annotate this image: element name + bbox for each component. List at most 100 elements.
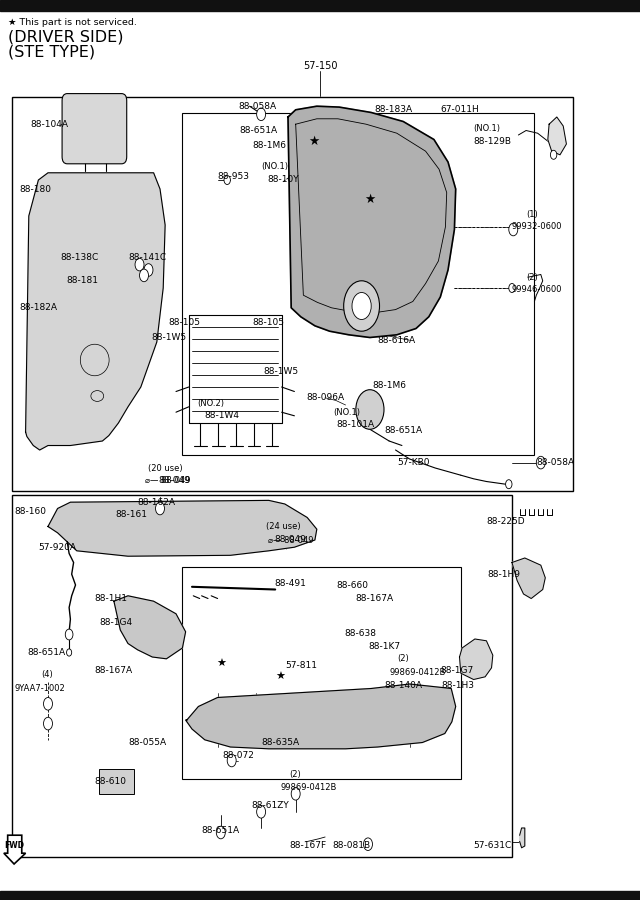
Text: 88-072: 88-072	[223, 752, 255, 760]
Text: 88-1K7: 88-1K7	[369, 642, 401, 651]
Text: 88-160: 88-160	[15, 507, 47, 516]
Text: (NO.2): (NO.2)	[197, 399, 224, 408]
Text: 88-1H3: 88-1H3	[442, 681, 475, 690]
Circle shape	[67, 649, 72, 656]
Circle shape	[156, 502, 164, 515]
Text: 88-1H1: 88-1H1	[95, 594, 128, 603]
Text: 99869-0412B: 99869-0412B	[280, 783, 337, 792]
Circle shape	[140, 269, 148, 282]
Polygon shape	[114, 596, 186, 659]
Text: 88-167F: 88-167F	[289, 842, 326, 850]
Circle shape	[216, 826, 225, 839]
Text: 88-129B: 88-129B	[474, 137, 511, 146]
Circle shape	[65, 629, 73, 640]
Circle shape	[135, 258, 144, 271]
Text: 88-1H9: 88-1H9	[488, 570, 521, 579]
Text: 88-1W5: 88-1W5	[264, 367, 299, 376]
Text: 99946-0600: 99946-0600	[512, 285, 563, 294]
Circle shape	[291, 788, 300, 800]
Text: 88-651A: 88-651A	[202, 826, 240, 835]
Text: 9YAA7-1002: 9YAA7-1002	[14, 684, 65, 693]
Text: 88-638: 88-638	[344, 629, 376, 638]
Circle shape	[44, 717, 52, 730]
Text: 88-096A: 88-096A	[306, 393, 344, 402]
Text: 88-651A: 88-651A	[27, 648, 65, 657]
Text: 88-1W5: 88-1W5	[151, 333, 186, 342]
Text: 88-651A: 88-651A	[384, 426, 422, 435]
Text: 88-660: 88-660	[336, 580, 368, 590]
Bar	[182, 567, 461, 778]
Text: 57-KB0: 57-KB0	[397, 458, 429, 467]
Bar	[0, 891, 640, 900]
Text: 88-081B: 88-081B	[333, 842, 371, 850]
Circle shape	[352, 292, 371, 320]
Text: 88-182A: 88-182A	[19, 303, 57, 312]
Text: 88-491: 88-491	[274, 579, 306, 588]
Text: (4): (4)	[42, 670, 53, 680]
Text: 88-049: 88-049	[159, 476, 191, 485]
Polygon shape	[48, 500, 317, 556]
Text: 99932-0600: 99932-0600	[512, 222, 563, 231]
Text: 88-049: 88-049	[274, 536, 306, 544]
Circle shape	[536, 456, 545, 469]
Polygon shape	[26, 173, 165, 450]
Circle shape	[227, 754, 236, 767]
Circle shape	[44, 698, 52, 710]
Text: ★: ★	[308, 135, 319, 148]
Text: 99869-0412B: 99869-0412B	[389, 668, 445, 677]
Polygon shape	[288, 106, 456, 338]
Text: 57-811: 57-811	[285, 662, 317, 670]
Circle shape	[356, 390, 384, 429]
Text: 88-104A: 88-104A	[31, 120, 68, 129]
Text: 88-058A: 88-058A	[238, 102, 276, 111]
Text: 88-180: 88-180	[19, 184, 51, 194]
Text: 88-167A: 88-167A	[355, 594, 394, 603]
Text: 88-953: 88-953	[218, 172, 250, 181]
Text: (2): (2)	[526, 273, 538, 282]
Text: 88-1G7: 88-1G7	[440, 666, 474, 675]
Text: (NO.1): (NO.1)	[261, 162, 288, 171]
Circle shape	[344, 281, 380, 331]
Text: (2): (2)	[289, 770, 301, 778]
Text: 88-181: 88-181	[66, 276, 98, 285]
Text: ★ This part is not serviced.: ★ This part is not serviced.	[8, 18, 136, 27]
Text: 88-10Y: 88-10Y	[268, 176, 299, 184]
Circle shape	[257, 806, 266, 818]
Text: ★: ★	[275, 671, 285, 682]
Text: (DRIVER SIDE): (DRIVER SIDE)	[8, 30, 123, 44]
Bar	[0, 0, 640, 11]
Text: (NO.1): (NO.1)	[474, 124, 500, 133]
Circle shape	[509, 223, 518, 236]
Circle shape	[257, 108, 266, 121]
Bar	[12, 97, 573, 491]
Polygon shape	[4, 835, 26, 864]
Text: 88-1W4: 88-1W4	[205, 411, 240, 420]
Text: 57-631C: 57-631C	[474, 842, 512, 850]
Text: 88-61ZY: 88-61ZY	[251, 801, 289, 810]
Text: 57-920A: 57-920A	[38, 543, 76, 552]
Text: FWD: FWD	[4, 842, 25, 850]
Text: (NO.1): (NO.1)	[333, 408, 360, 417]
Text: ⌀— 88-049: ⌀— 88-049	[145, 476, 190, 485]
Bar	[99, 769, 134, 794]
Text: (STE TYPE): (STE TYPE)	[8, 45, 95, 59]
Text: (2): (2)	[397, 654, 408, 663]
Text: 67-011H: 67-011H	[440, 105, 479, 114]
Text: 88-105: 88-105	[168, 318, 200, 327]
Polygon shape	[512, 558, 545, 598]
Text: 88-183A: 88-183A	[374, 105, 413, 114]
Circle shape	[550, 150, 557, 159]
Text: (1): (1)	[526, 210, 538, 219]
Text: 88-138C: 88-138C	[61, 253, 99, 262]
Text: 88-162A: 88-162A	[138, 498, 175, 507]
Text: 88-651A: 88-651A	[239, 126, 278, 135]
Text: 88-610: 88-610	[95, 777, 127, 786]
Text: 88-1G4: 88-1G4	[99, 618, 132, 627]
Circle shape	[144, 264, 153, 276]
Text: ★: ★	[216, 659, 226, 670]
Text: ★: ★	[364, 194, 376, 206]
Polygon shape	[520, 828, 525, 848]
Text: 88-1M6: 88-1M6	[372, 381, 406, 390]
Text: 88-635A: 88-635A	[261, 738, 300, 747]
Text: (20 use): (20 use)	[148, 464, 183, 472]
